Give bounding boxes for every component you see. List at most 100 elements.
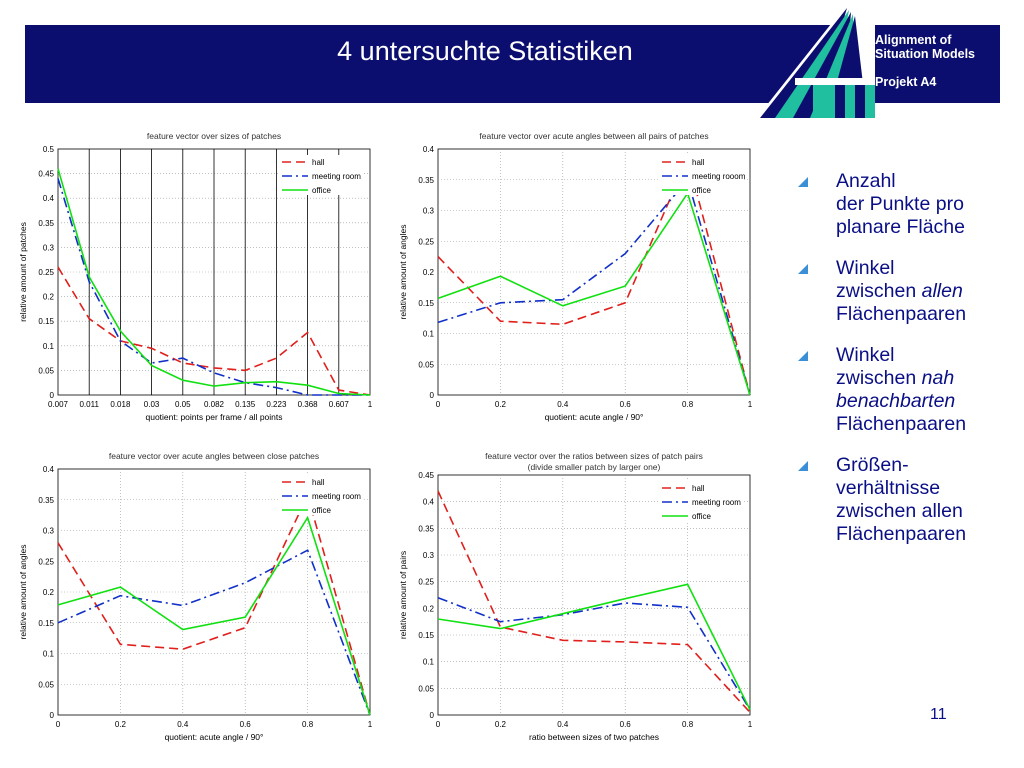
chart-title: feature vector over the ratios between s… bbox=[485, 451, 703, 461]
project-logo bbox=[755, 0, 875, 120]
y-tick-label: 0.1 bbox=[423, 330, 435, 339]
chart-svg: feature vector over the ratios between s… bbox=[398, 451, 753, 742]
legend-label: hall bbox=[312, 478, 325, 487]
y-tick-label: 0.4 bbox=[423, 498, 435, 507]
x-tick-label: 0.607 bbox=[329, 400, 350, 409]
brand-line-3: Projekt A4 bbox=[875, 75, 937, 89]
legend-label: office bbox=[312, 186, 332, 195]
y-tick-label: 0.15 bbox=[418, 299, 434, 308]
legend-box bbox=[658, 155, 744, 195]
y-tick-label: 0.05 bbox=[38, 680, 54, 689]
x-tick-label: 0.8 bbox=[302, 720, 314, 729]
chart-title: feature vector over sizes of patches bbox=[147, 131, 281, 141]
y-tick-label: 0.25 bbox=[38, 557, 54, 566]
x-tick-label: 0.135 bbox=[235, 400, 256, 409]
bullet-text: Flächenpaaren bbox=[836, 413, 967, 435]
y-tick-label: 0.4 bbox=[43, 465, 55, 474]
y-tick-label: 0.3 bbox=[423, 207, 435, 216]
bullet-text: Winkel bbox=[836, 257, 895, 279]
y-axis-label: relative amount of angles bbox=[18, 545, 28, 640]
bullet-text: planare Fläche bbox=[836, 216, 965, 238]
y-tick-label: 0.1 bbox=[43, 650, 55, 659]
x-tick-label: 0.4 bbox=[557, 720, 569, 729]
y-tick-label: 0.05 bbox=[418, 684, 434, 693]
chart-angles-close-patches: feature vector over acute angles between… bbox=[10, 445, 380, 765]
legend-box bbox=[278, 155, 364, 195]
x-tick-label: 0.6 bbox=[620, 400, 632, 409]
chart-title: feature vector over acute angles between… bbox=[479, 131, 708, 141]
y-axis-label: relative amount of pairs bbox=[398, 551, 408, 639]
legend-label: hall bbox=[692, 484, 705, 493]
legend-box bbox=[278, 475, 364, 515]
page-number: 11 bbox=[930, 706, 947, 723]
x-tick-label: 0.05 bbox=[175, 400, 191, 409]
legend-label: meeting room bbox=[312, 492, 361, 501]
y-tick-label: 0 bbox=[430, 711, 435, 720]
chart-svg: feature vector over acute angles between… bbox=[398, 131, 753, 422]
x-tick-label: 0.223 bbox=[266, 400, 287, 409]
y-tick-label: 0.05 bbox=[38, 366, 54, 375]
x-tick-label: 0 bbox=[436, 400, 441, 409]
bullet-text: Anzahl bbox=[836, 170, 896, 192]
y-tick-label: 0.3 bbox=[423, 551, 435, 560]
x-tick-label: 0.011 bbox=[79, 400, 99, 409]
y-tick-label: 0.25 bbox=[418, 237, 434, 246]
bullet-text: der Punkte pro bbox=[836, 193, 964, 215]
x-tick-label: 0.2 bbox=[495, 720, 507, 729]
series-line-meeting-room bbox=[57, 549, 371, 716]
chart-svg: feature vector over sizes of patches00.0… bbox=[18, 131, 373, 422]
series-line-hall bbox=[57, 266, 371, 396]
y-tick-label: 0 bbox=[430, 391, 435, 400]
x-tick-label: 0.2 bbox=[115, 720, 127, 729]
bullet-text: Flächenpaaren bbox=[836, 523, 967, 545]
x-tick-label: 0 bbox=[436, 720, 441, 729]
bullet-text: Flächenpaaren bbox=[836, 303, 967, 325]
legend-label: office bbox=[312, 506, 332, 515]
x-tick-label: 0.03 bbox=[144, 400, 160, 409]
series-line-office bbox=[437, 191, 751, 396]
y-tick-label: 0.4 bbox=[423, 145, 435, 154]
chart-size-ratios: feature vector over the ratios between s… bbox=[390, 445, 760, 765]
y-tick-label: 0.35 bbox=[418, 176, 434, 185]
x-axis-label: quotient: points per frame / all points bbox=[145, 412, 282, 422]
y-tick-label: 0.15 bbox=[38, 317, 54, 326]
x-tick-label: 0.4 bbox=[557, 400, 569, 409]
y-tick-label: 0.4 bbox=[43, 194, 55, 203]
y-tick-label: 0.3 bbox=[43, 243, 55, 252]
y-tick-label: 0.35 bbox=[38, 219, 54, 228]
legend-label: meeting room bbox=[312, 172, 361, 181]
bullet-text: Winkel bbox=[836, 344, 895, 366]
legend-label: meeting room bbox=[692, 498, 741, 507]
series-line-office bbox=[57, 168, 371, 396]
x-axis-label: quotient: acute angle / 90° bbox=[545, 412, 644, 422]
legend-box bbox=[658, 481, 744, 521]
legend-label: meeting rooom bbox=[692, 172, 746, 181]
triangle-bullet-icon bbox=[798, 177, 808, 187]
triangle-bullet-icon bbox=[798, 351, 808, 361]
y-tick-label: 0.3 bbox=[43, 527, 55, 536]
y-axis-label: relative amount of angles bbox=[398, 225, 408, 320]
bullet-item: Größen- verhältnisse zwischen allen Fläc… bbox=[798, 454, 1008, 546]
x-tick-label: 1 bbox=[748, 400, 753, 409]
series-line-meeting-room bbox=[57, 178, 370, 396]
slide-title: 4 untersuchte Statistiken bbox=[337, 36, 633, 66]
bullet-text: zwischen bbox=[836, 280, 922, 302]
x-tick-label: 1 bbox=[748, 720, 753, 729]
x-tick-label: 0.4 bbox=[177, 720, 189, 729]
chart-svg: feature vector over acute angles between… bbox=[18, 451, 373, 742]
y-tick-label: 0 bbox=[50, 391, 55, 400]
legend-label: office bbox=[692, 186, 712, 195]
series-line-hall bbox=[57, 493, 371, 716]
bullet-emphasis: benachbarten bbox=[836, 390, 956, 412]
y-tick-label: 0.35 bbox=[38, 496, 54, 505]
x-tick-label: 0.082 bbox=[204, 400, 225, 409]
legend-label: hall bbox=[692, 158, 705, 167]
y-tick-label: 0.1 bbox=[43, 342, 55, 351]
x-tick-label: 0.007 bbox=[48, 400, 69, 409]
x-tick-label: 0.6 bbox=[240, 720, 252, 729]
bullet-list: Anzahl der Punkte pro planare Fläche Win… bbox=[798, 170, 1008, 564]
y-tick-label: 0.2 bbox=[43, 588, 55, 597]
y-tick-label: 0.1 bbox=[423, 658, 435, 667]
y-tick-label: 0.2 bbox=[43, 293, 55, 302]
y-tick-label: 0.2 bbox=[423, 604, 435, 613]
